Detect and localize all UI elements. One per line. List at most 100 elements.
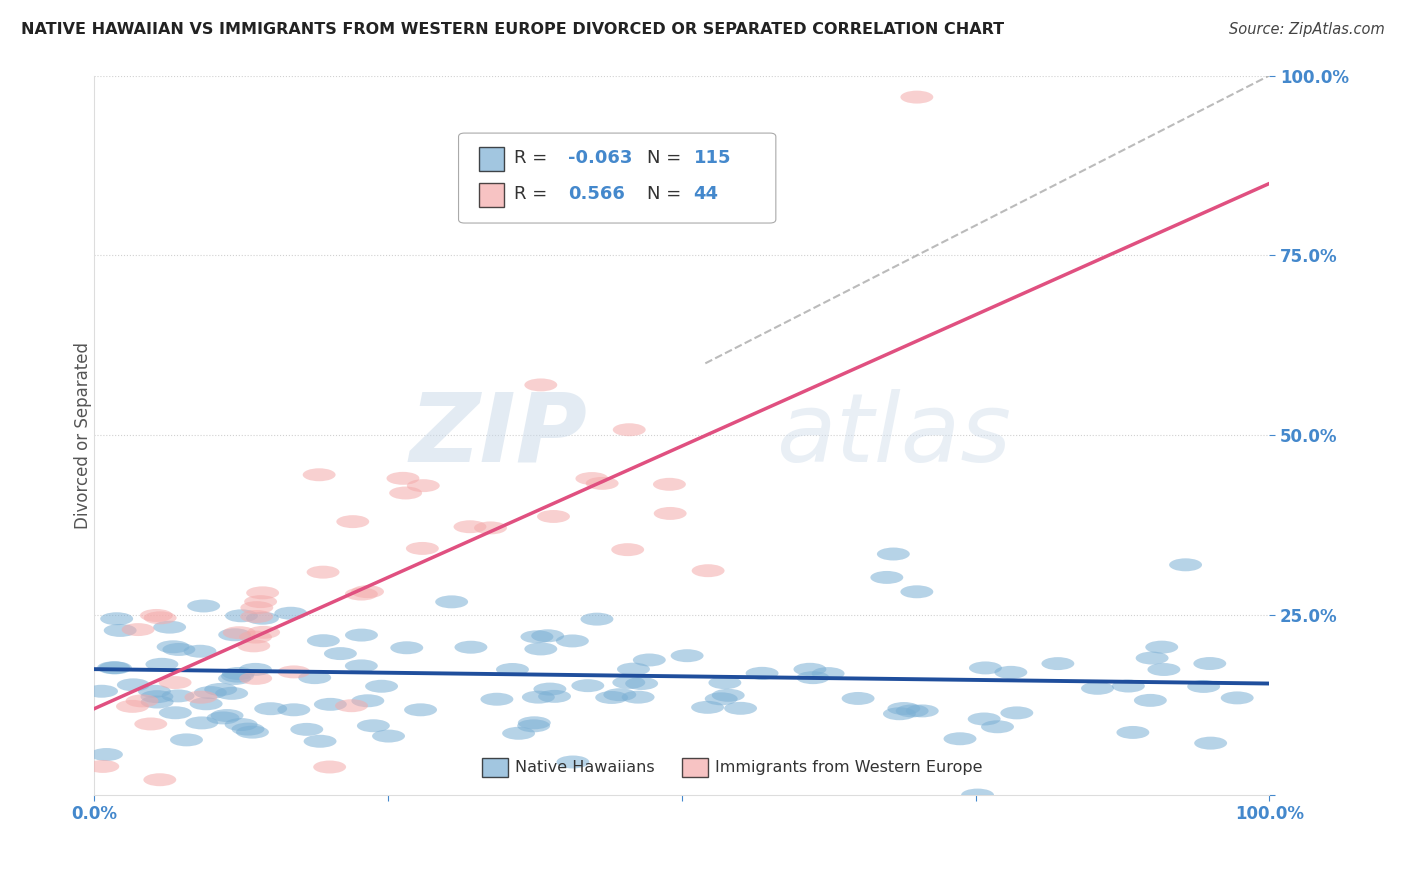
Ellipse shape [517, 716, 551, 730]
Ellipse shape [900, 91, 934, 103]
Text: 0.566: 0.566 [568, 185, 624, 202]
FancyBboxPatch shape [458, 133, 776, 223]
Ellipse shape [138, 685, 172, 698]
Ellipse shape [797, 671, 830, 684]
Ellipse shape [1147, 663, 1181, 676]
Ellipse shape [520, 631, 554, 643]
Ellipse shape [336, 516, 370, 528]
Ellipse shape [218, 628, 252, 641]
Ellipse shape [704, 692, 738, 706]
Text: -0.063: -0.063 [568, 149, 633, 167]
FancyBboxPatch shape [478, 183, 505, 207]
Ellipse shape [153, 621, 186, 633]
Text: Source: ZipAtlas.com: Source: ZipAtlas.com [1229, 22, 1385, 37]
Ellipse shape [522, 690, 555, 704]
Ellipse shape [246, 612, 278, 624]
Ellipse shape [221, 670, 254, 682]
Ellipse shape [981, 721, 1014, 733]
Ellipse shape [245, 595, 277, 608]
Ellipse shape [141, 690, 173, 703]
Ellipse shape [204, 683, 238, 696]
Ellipse shape [811, 667, 845, 680]
Ellipse shape [211, 709, 243, 722]
Ellipse shape [1170, 558, 1202, 571]
Ellipse shape [207, 712, 239, 724]
Ellipse shape [454, 520, 486, 533]
Ellipse shape [290, 723, 323, 736]
Ellipse shape [870, 571, 903, 584]
Ellipse shape [524, 642, 557, 656]
Ellipse shape [90, 748, 122, 761]
FancyBboxPatch shape [682, 758, 707, 777]
Ellipse shape [1194, 657, 1226, 670]
Text: Native Hawaiians: Native Hawaiians [515, 760, 655, 775]
Ellipse shape [222, 626, 256, 640]
Ellipse shape [97, 661, 131, 674]
Ellipse shape [1112, 680, 1144, 692]
Ellipse shape [724, 702, 756, 714]
Text: 44: 44 [693, 185, 718, 202]
Ellipse shape [1187, 680, 1220, 693]
Ellipse shape [406, 479, 440, 492]
Ellipse shape [436, 595, 468, 608]
Ellipse shape [238, 640, 270, 652]
Text: 115: 115 [693, 149, 731, 167]
Ellipse shape [967, 713, 1001, 725]
Ellipse shape [709, 676, 741, 690]
Ellipse shape [135, 717, 167, 731]
Ellipse shape [222, 667, 254, 680]
Ellipse shape [595, 691, 628, 704]
Ellipse shape [517, 719, 550, 732]
Ellipse shape [98, 661, 132, 674]
Ellipse shape [373, 730, 405, 742]
Ellipse shape [617, 663, 650, 675]
Ellipse shape [671, 649, 703, 662]
Ellipse shape [404, 703, 437, 716]
Ellipse shape [793, 663, 827, 676]
Ellipse shape [86, 760, 120, 772]
Ellipse shape [626, 677, 658, 690]
Ellipse shape [314, 761, 346, 773]
Ellipse shape [366, 680, 398, 693]
Ellipse shape [304, 735, 336, 747]
Ellipse shape [187, 599, 221, 613]
Ellipse shape [141, 696, 173, 708]
Ellipse shape [215, 687, 247, 700]
Ellipse shape [170, 733, 202, 747]
Ellipse shape [581, 613, 613, 625]
Ellipse shape [240, 601, 273, 614]
Ellipse shape [159, 706, 191, 719]
Ellipse shape [225, 718, 257, 731]
Ellipse shape [389, 486, 422, 500]
Ellipse shape [905, 705, 939, 717]
Ellipse shape [557, 756, 589, 769]
Ellipse shape [538, 690, 571, 703]
Ellipse shape [962, 789, 994, 802]
Ellipse shape [246, 586, 278, 599]
Ellipse shape [307, 566, 339, 579]
Ellipse shape [323, 647, 357, 660]
Ellipse shape [1133, 694, 1167, 706]
Ellipse shape [1136, 651, 1168, 665]
Text: atlas: atlas [776, 389, 1011, 482]
Ellipse shape [247, 626, 280, 639]
Ellipse shape [633, 654, 666, 666]
Ellipse shape [307, 634, 340, 648]
Ellipse shape [344, 629, 378, 641]
Ellipse shape [352, 585, 384, 599]
Ellipse shape [357, 719, 389, 732]
Ellipse shape [117, 678, 150, 691]
Ellipse shape [194, 686, 226, 699]
Ellipse shape [531, 629, 564, 642]
Ellipse shape [344, 588, 378, 600]
Ellipse shape [163, 643, 195, 656]
Ellipse shape [236, 726, 269, 739]
Ellipse shape [896, 705, 928, 717]
Ellipse shape [232, 723, 264, 736]
Ellipse shape [745, 667, 779, 680]
Ellipse shape [240, 610, 273, 623]
Ellipse shape [184, 645, 217, 657]
Ellipse shape [943, 732, 976, 745]
Ellipse shape [298, 671, 332, 684]
Ellipse shape [391, 641, 423, 654]
